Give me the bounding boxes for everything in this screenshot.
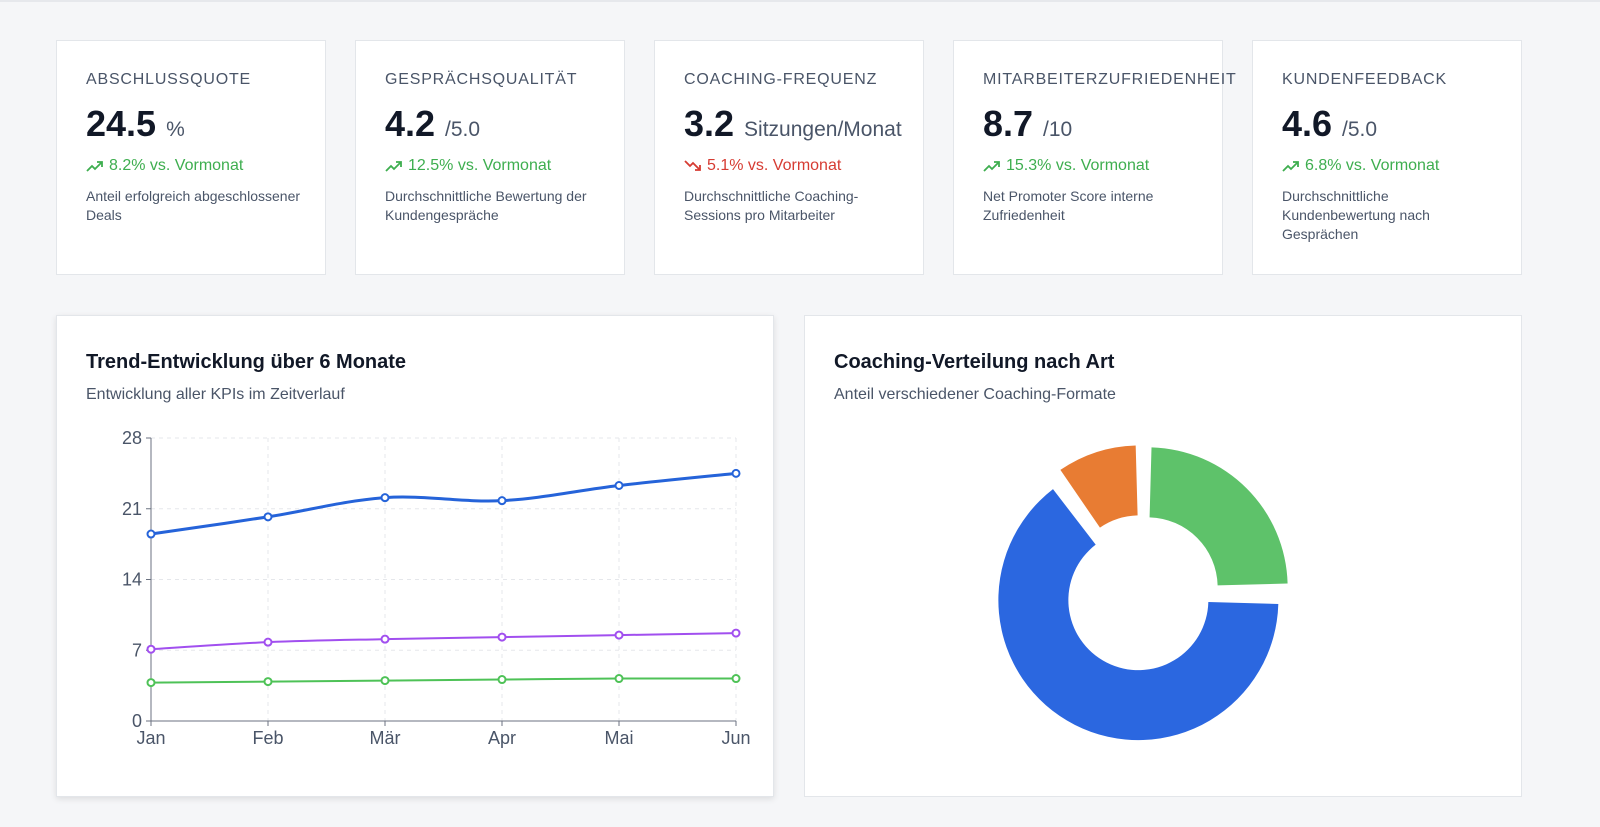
trend-line-chart: 0 7 14 21 28 Jan Feb Mär Apr Mai Jun	[122, 428, 751, 748]
kpi-title: GESPRÄCHSQUALITÄT	[385, 71, 578, 88]
series-line	[150, 471, 737, 536]
x-tick-label: Apr	[488, 728, 516, 748]
data-point	[497, 675, 507, 685]
y-tick-label: 0	[132, 711, 142, 731]
trend-down-icon	[684, 160, 701, 171]
kpi-card-mitarbeiterzufriedenheit: MITARBEITERZUFRIEDENHEIT 8.7 /10 15.3% v…	[953, 40, 1237, 275]
x-tick-label: Mai	[604, 728, 633, 748]
data-point	[497, 632, 507, 642]
kpi-description: Anteil erfolgreich abgeschlossener Deals	[86, 188, 301, 223]
kpi-value: 4.6	[1282, 103, 1333, 144]
kpi-card-gespraechsqualitaet: GESPRÄCHSQUALITÄT 4.2 /5.0 12.5% vs. Vor…	[355, 40, 625, 275]
donut-slice	[1060, 445, 1138, 528]
kpi-value: 4.2	[385, 103, 436, 144]
kpi-title: ABSCHLUSSQUOTE	[86, 71, 252, 88]
x-tick-label: Jun	[721, 728, 750, 748]
kpi-value: 24.5	[86, 103, 157, 144]
data-point	[614, 674, 624, 684]
donut-slice	[998, 489, 1279, 741]
kpi-change-text: 15.3% vs. Vormonat	[1006, 157, 1150, 174]
data-point	[146, 529, 156, 539]
kpi-unit: Sitzungen/Monat	[744, 118, 902, 141]
trend-up-icon	[385, 161, 402, 172]
kpi-title: COACHING-FREQUENZ	[684, 71, 878, 88]
panel-subtitle: Anteil verschiedener Coaching-Formate	[834, 386, 1116, 403]
distribution-panel: Coaching-Verteilung nach Art Anteil vers…	[804, 315, 1522, 797]
trend-up-icon	[1282, 161, 1299, 172]
kpi-value: 8.7	[983, 103, 1034, 144]
kpi-description: Durchschnittliche Kundenbewertung nach G…	[1282, 188, 1430, 242]
data-point	[263, 677, 273, 687]
series-line	[150, 677, 737, 684]
kpi-card-abschlussquote: ABSCHLUSSQUOTE 24.5 % 8.2% vs. Vormonat …	[56, 40, 326, 275]
kpi-card-coaching-frequenz: COACHING-FREQUENZ 3.2 Sitzungen/Monat 5.…	[654, 40, 924, 275]
donut-slice	[1149, 447, 1288, 586]
data-point	[380, 676, 390, 686]
kpi-value-row: 3.2 Sitzungen/Monat	[684, 103, 923, 145]
data-point	[380, 493, 390, 503]
data-point	[263, 637, 273, 647]
data-point	[146, 644, 156, 654]
x-tick-label: Jan	[136, 728, 165, 748]
kpi-change: 8.2% vs. Vormonat	[86, 157, 325, 175]
kpi-title: KUNDENFEEDBACK	[1282, 71, 1448, 88]
data-point	[731, 468, 741, 478]
kpi-value: 3.2	[684, 103, 735, 144]
kpi-card-kundenfeedback: KUNDENFEEDBACK 4.6 /5.0 6.8% vs. Vormona…	[1252, 40, 1522, 275]
kpi-value-row: 4.2 /5.0	[385, 103, 624, 145]
y-tick-label: 14	[122, 570, 142, 590]
trend-up-icon	[86, 161, 103, 172]
data-point	[146, 678, 156, 688]
kpi-value-row: 4.6 /5.0	[1282, 103, 1521, 145]
series-line	[150, 632, 737, 651]
trend-up-icon	[983, 161, 1000, 172]
panel-title: Coaching-Verteilung nach Art	[834, 351, 1115, 373]
kpi-change-text: 6.8% vs. Vormonat	[1305, 157, 1440, 174]
kpi-change-text: 8.2% vs. Vormonat	[109, 157, 244, 174]
kpi-description: Net Promoter Score interne Zufriedenheit	[983, 188, 1154, 223]
data-point	[614, 630, 624, 640]
data-point	[380, 634, 390, 644]
x-tick-label: Feb	[252, 728, 283, 748]
kpi-change: 6.8% vs. Vormonat	[1282, 157, 1521, 175]
panel-subtitle: Entwicklung aller KPIs im Zeitverlauf	[86, 386, 345, 403]
kpi-unit: /10	[1043, 118, 1073, 141]
kpi-value-row: 8.7 /10	[983, 103, 1222, 145]
kpi-description: Durchschnittliche Coaching-Sessions pro …	[684, 188, 859, 223]
kpi-unit: %	[166, 118, 185, 141]
trend-panel: Trend-Entwicklung über 6 Monate Entwickl…	[56, 315, 774, 797]
data-point	[731, 628, 741, 638]
top-divider	[0, 0, 1600, 2]
data-point	[263, 512, 273, 522]
data-point	[497, 496, 507, 506]
kpi-unit: /5.0	[445, 118, 481, 141]
kpi-value-row: 24.5 %	[86, 103, 325, 145]
y-tick-label: 28	[122, 428, 142, 448]
kpi-change: 15.3% vs. Vormonat	[983, 157, 1222, 175]
data-point	[731, 674, 741, 684]
kpi-title: MITARBEITERZUFRIEDENHEIT	[983, 71, 1237, 88]
panel-title: Trend-Entwicklung über 6 Monate	[86, 351, 407, 373]
kpi-change: 5.1% vs. Vormonat	[684, 157, 923, 175]
y-tick-label: 7	[132, 640, 142, 660]
kpi-change: 12.5% vs. Vormonat	[385, 157, 624, 175]
coaching-donut-chart	[998, 445, 1288, 741]
x-tick-label: Mär	[370, 728, 401, 748]
kpi-description: Durchschnittliche Bewertung der Kundenge…	[385, 188, 587, 223]
kpi-row: ABSCHLUSSQUOTE 24.5 % 8.2% vs. Vormonat …	[56, 40, 1522, 275]
kpi-change-text: 12.5% vs. Vormonat	[408, 157, 552, 174]
y-tick-label: 21	[122, 499, 142, 519]
kpi-change-text: 5.1% vs. Vormonat	[707, 157, 842, 174]
kpi-unit: /5.0	[1342, 118, 1378, 141]
data-point	[614, 481, 624, 491]
